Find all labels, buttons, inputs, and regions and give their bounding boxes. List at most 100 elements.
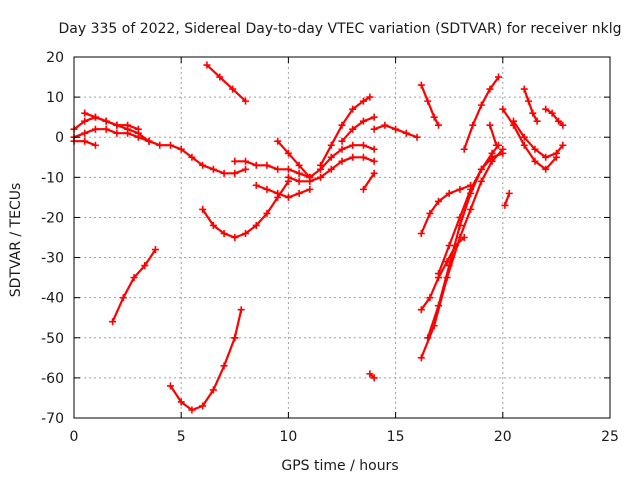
data-point (525, 97, 533, 105)
data-point (338, 145, 346, 153)
data-point (445, 189, 453, 197)
data-point (477, 165, 485, 173)
data-point (252, 161, 260, 169)
x-tick-label: 10 (279, 429, 297, 445)
data-point (317, 173, 325, 181)
series-track-08 (231, 306, 245, 342)
data-point (430, 113, 438, 121)
data-point (520, 133, 528, 141)
data-point (456, 213, 464, 221)
x-tick-label: 25 (601, 429, 619, 445)
y-axis-label: SDTVAR / TECUs (8, 183, 24, 298)
series-line (420, 83, 440, 127)
series-line (205, 63, 247, 103)
series-line (544, 107, 564, 127)
series-track-10 (231, 157, 314, 181)
data-point (199, 205, 207, 213)
data-point (231, 334, 239, 342)
y-tick-label: 10 (46, 90, 64, 106)
y-tick-label: -20 (41, 210, 64, 226)
data-point (417, 306, 425, 314)
series-track-11 (252, 181, 314, 201)
y-tick-label: 0 (55, 130, 64, 146)
series-line (523, 87, 539, 123)
data-point (119, 294, 127, 302)
series-track-05 (109, 246, 159, 326)
data-point (359, 153, 367, 161)
data-point (274, 165, 282, 173)
series-line (340, 116, 376, 143)
data-point (113, 121, 121, 129)
data-point (445, 242, 453, 250)
y-tick-label: -30 (41, 251, 64, 267)
x-tick-label: 20 (494, 429, 512, 445)
data-point (295, 189, 303, 197)
data-point (231, 157, 239, 165)
data-point (359, 141, 367, 149)
data-point (520, 141, 528, 149)
data-point (359, 117, 367, 125)
data-point (505, 189, 513, 197)
data-point (81, 129, 89, 137)
data-point (295, 161, 303, 169)
data-point (417, 354, 425, 362)
data-point (209, 386, 217, 394)
data-point (531, 157, 539, 165)
data-point (166, 141, 174, 149)
data-point (501, 201, 509, 209)
data-point (426, 294, 434, 302)
data-point (467, 205, 475, 213)
data-point (156, 141, 164, 149)
data-point (542, 105, 550, 113)
series-line (362, 172, 376, 191)
data-point (242, 229, 250, 237)
y-tick-label: -40 (41, 291, 64, 307)
series-line (426, 152, 504, 339)
series-line (420, 148, 504, 359)
data-point (166, 382, 174, 390)
data-point (274, 137, 282, 145)
data-point (486, 121, 494, 129)
data-point (220, 229, 228, 237)
data-point (349, 141, 357, 149)
data-point (349, 105, 357, 113)
data-point (284, 173, 292, 181)
data-point (242, 165, 250, 173)
data-point (555, 117, 563, 125)
series-line (488, 124, 498, 147)
data-point (252, 221, 260, 229)
series-track-26 (460, 73, 503, 153)
plot-frame (73, 56, 611, 419)
data-point (531, 145, 539, 153)
data-point (177, 145, 185, 153)
data-point (81, 137, 89, 145)
data-point (102, 125, 110, 133)
data-point (124, 129, 132, 137)
data-point (130, 274, 138, 282)
data-point (413, 133, 421, 141)
data-point (533, 117, 541, 125)
data-point (370, 125, 378, 133)
data-point (520, 85, 528, 93)
data-point (151, 246, 159, 254)
series-track-21 (417, 181, 475, 237)
x-tick-label: 15 (387, 429, 405, 445)
series-line (512, 120, 564, 159)
data-point (124, 121, 132, 129)
series-line (501, 107, 558, 171)
data-point (91, 141, 99, 149)
data-point (456, 185, 464, 193)
data-point (469, 121, 477, 129)
data-point (542, 153, 550, 161)
series-track-31 (542, 105, 567, 129)
data-point (327, 141, 335, 149)
data-point (392, 125, 400, 133)
data-point (109, 318, 117, 326)
series-track-17 (370, 121, 421, 141)
data-point (359, 97, 367, 105)
data-point (434, 121, 442, 129)
data-point (263, 209, 271, 217)
data-point (424, 97, 432, 105)
series-group (70, 61, 567, 414)
